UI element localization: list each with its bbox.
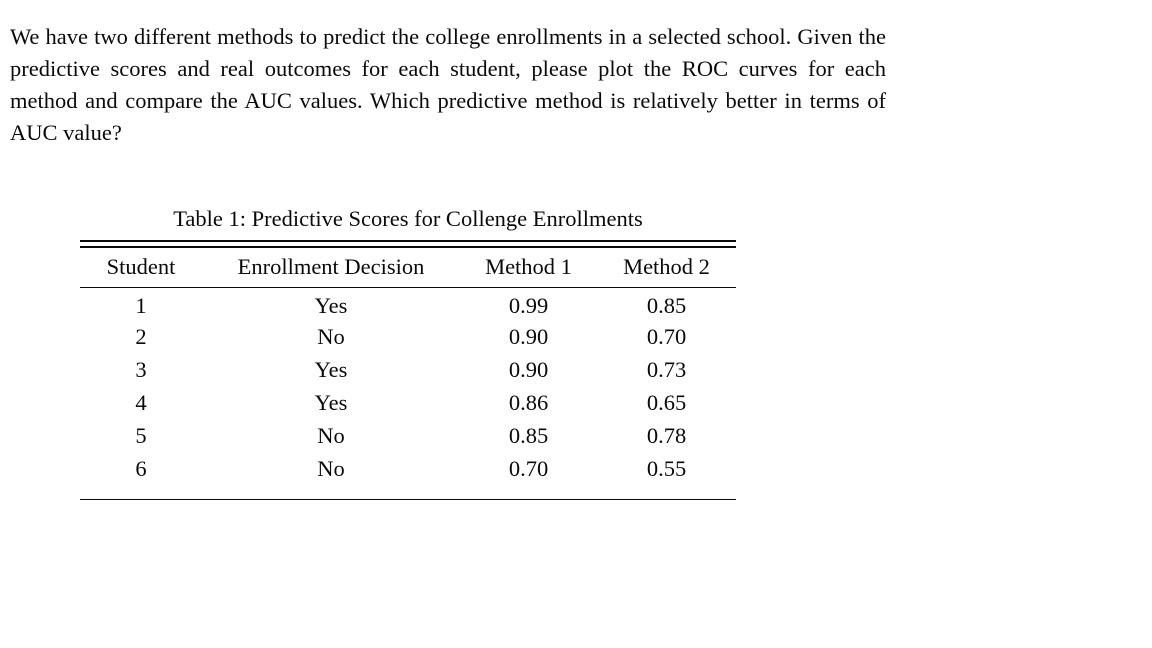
table-cell: 0.85 bbox=[508, 423, 549, 449]
table-cell: No bbox=[317, 456, 345, 482]
header-cell-method-2: Method 2 bbox=[597, 247, 736, 289]
table-cell: 0.90 bbox=[508, 357, 549, 383]
table-cell: 0.55 bbox=[646, 456, 687, 482]
table-cell: 0.70 bbox=[508, 456, 549, 482]
table-row: 6 No 0.70 0.55 bbox=[80, 453, 736, 486]
table-bottom-spacer bbox=[80, 486, 736, 499]
table-row: 1 Yes 0.99 0.85 bbox=[80, 288, 736, 321]
table-cell: No bbox=[317, 423, 345, 449]
table-bottom-rule bbox=[80, 498, 736, 501]
table-cell: Yes bbox=[314, 293, 348, 319]
table-cell: 6 bbox=[135, 456, 147, 482]
problem-statement-paragraph: We have two different methods to predict… bbox=[10, 24, 886, 145]
header-cell-method-1: Method 1 bbox=[460, 247, 597, 289]
header-cell-enrollment-decision: Enrollment Decision bbox=[202, 247, 460, 289]
table-cell: 0.78 bbox=[646, 423, 687, 449]
table-cell: 0.99 bbox=[508, 293, 549, 319]
table-row: 5 No 0.85 0.78 bbox=[80, 420, 736, 453]
table-cell: 0.73 bbox=[646, 357, 687, 383]
enrollments-table: Student Enrollment Decision Method 1 Met… bbox=[80, 247, 736, 486]
table-cell: 0.86 bbox=[508, 390, 549, 416]
table-cell: Yes bbox=[314, 390, 348, 416]
table-cell: Yes bbox=[314, 357, 348, 383]
table-cell: 3 bbox=[135, 357, 147, 383]
table-1-block: Table 1: Predictive Scores for Collenge … bbox=[80, 206, 736, 501]
table-header-row: Student Enrollment Decision Method 1 Met… bbox=[80, 247, 736, 289]
table-top-rule-1 bbox=[80, 240, 736, 242]
table-caption: Table 1: Predictive Scores for Collenge … bbox=[173, 206, 643, 231]
header-cell-student: Student bbox=[80, 247, 202, 289]
table-cell: 0.65 bbox=[646, 390, 687, 416]
table-cell: 0.90 bbox=[508, 324, 549, 350]
table-cell: No bbox=[317, 324, 345, 350]
table-top-rule-2 bbox=[80, 245, 736, 248]
table-cell: 2 bbox=[135, 324, 147, 350]
table-row: 3 Yes 0.90 0.73 bbox=[80, 354, 736, 387]
table-row: 2 No 0.90 0.70 bbox=[80, 321, 736, 354]
table-cell: 1 bbox=[135, 293, 147, 319]
table-cell: 0.85 bbox=[646, 293, 687, 319]
table-cell: 5 bbox=[135, 423, 147, 449]
table-cell: 0.70 bbox=[646, 324, 687, 350]
table-cell: 4 bbox=[135, 390, 147, 416]
table-row: 4 Yes 0.86 0.65 bbox=[80, 387, 736, 420]
